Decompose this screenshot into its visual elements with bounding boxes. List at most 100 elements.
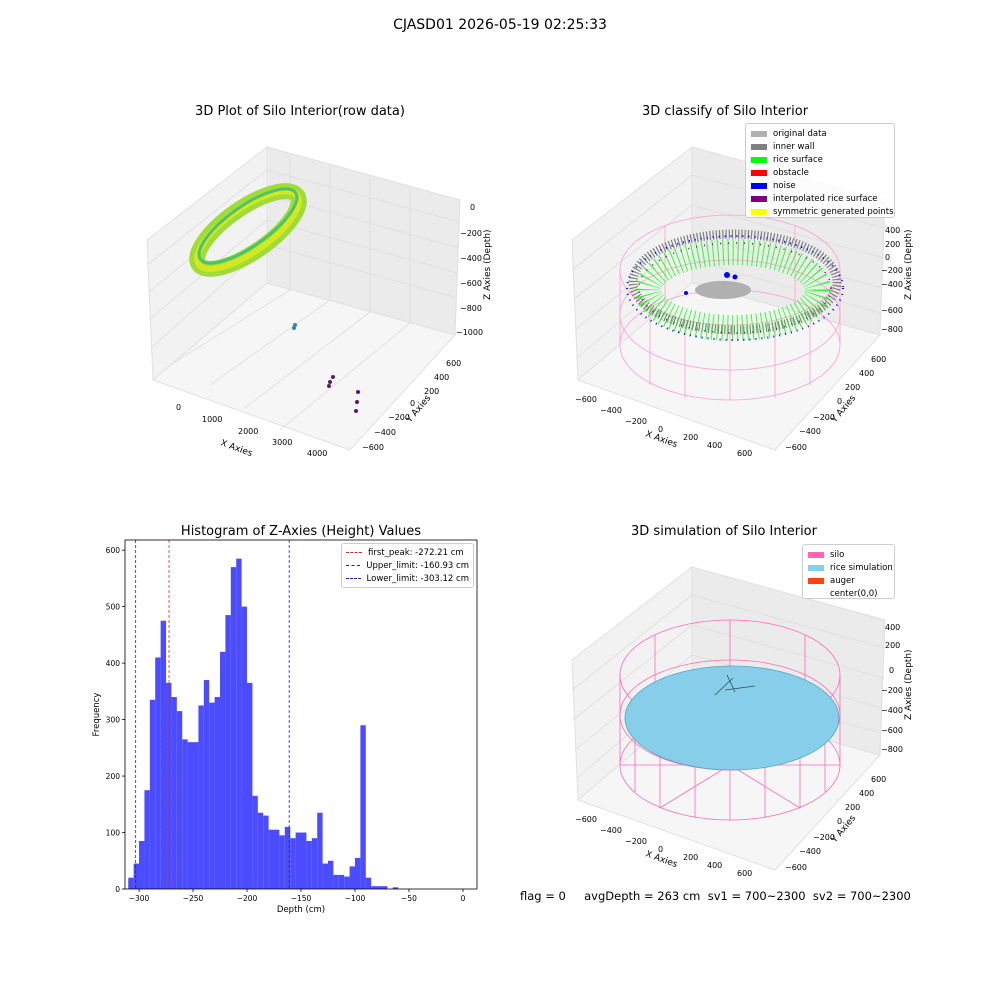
plot4-xtick: 200 bbox=[683, 853, 698, 862]
legend-swatch bbox=[751, 208, 767, 215]
legend-swatch bbox=[751, 156, 767, 163]
plot2-zlabel: Z Axies (Depth) bbox=[904, 229, 914, 300]
plot2-ztick: 200 bbox=[885, 240, 900, 249]
legend-label: center(0,0) bbox=[830, 588, 878, 599]
histogram-chart: −300 −250 −200 −150 −100 −50 0 0 100 200 300 400 50… bbox=[92, 539, 478, 915]
plot1-zlabel: Z Axies (Depth) bbox=[483, 229, 493, 300]
histogram-ylabel: Frequency bbox=[92, 693, 102, 737]
legend-label: obstacle bbox=[773, 167, 809, 178]
legend-label: auger bbox=[830, 575, 855, 586]
legend-item-lower-limit: Lower_limit: -303.12 cm bbox=[346, 572, 469, 585]
plot1-ytick: 400 bbox=[434, 373, 449, 382]
plot2-xtick: 600 bbox=[737, 449, 752, 458]
histogram-bar bbox=[268, 829, 275, 889]
histogram-bar bbox=[295, 832, 301, 889]
plot2-rice-surface bbox=[635, 239, 831, 341]
plot1-xtick: 4000 bbox=[307, 449, 327, 458]
histogram-bar bbox=[149, 699, 156, 889]
plot4-ztick: 0 bbox=[889, 666, 894, 675]
figure-title: CJASD01 2026-05-19 02:25:33 bbox=[393, 17, 607, 33]
histogram-xlabel: Depth (cm) bbox=[277, 905, 325, 915]
plot1-xtick: 3000 bbox=[272, 438, 292, 447]
histogram-bar bbox=[392, 887, 399, 889]
legend-label: rice surface bbox=[773, 154, 823, 165]
plot2-legend: original data inner wall rice surface ob… bbox=[745, 123, 895, 218]
histogram-bar bbox=[203, 680, 210, 889]
histogram-xtick-label: −200 bbox=[237, 894, 258, 903]
plot1-raw-ring bbox=[189, 183, 307, 277]
histogram-bar bbox=[381, 886, 388, 889]
histogram-bar bbox=[349, 866, 355, 889]
plot2-xtick: 400 bbox=[707, 441, 722, 450]
legend-item-silo: silo bbox=[808, 548, 889, 561]
plot2-ytick: 200 bbox=[845, 383, 860, 392]
plot1-ztick: −200 bbox=[460, 229, 482, 238]
histogram-bar bbox=[176, 711, 183, 889]
plot4-3d-axes: −600 −400 −200 0 200 400 600 X Axies 600… bbox=[571, 565, 914, 878]
legend-item-rice-simulation: rice simulation bbox=[808, 561, 893, 574]
histogram-legend: first_peak: -272.21 cm Upper_limit: -160… bbox=[341, 543, 474, 588]
plot2-ztick: −200 bbox=[881, 266, 903, 275]
histogram-bar bbox=[230, 567, 237, 889]
plot1-3d-axes: 0 1000 2000 3000 4000 X Axies 600 400 20… bbox=[146, 145, 493, 459]
histogram-bar bbox=[376, 886, 382, 889]
plot2-3d-axes: −600 −400 −200 0 200 400 600 X Axies 600… bbox=[571, 145, 914, 458]
histogram-bar bbox=[160, 620, 167, 889]
histogram-bar bbox=[360, 725, 366, 889]
plot4-ztick: −600 bbox=[881, 726, 903, 735]
plot1-ylabel: Y Axies bbox=[404, 393, 433, 425]
plot2-silo-wireframe bbox=[619, 214, 841, 401]
histogram-bar bbox=[365, 877, 372, 889]
legend-item-interpolated: interpolated rice surface bbox=[751, 192, 889, 205]
plot1-ytick: −200 bbox=[388, 413, 410, 422]
plot2-xtick: −400 bbox=[600, 406, 622, 415]
histogram-xtick-label: −250 bbox=[183, 894, 204, 903]
histogram-ytick-label: 400 bbox=[106, 659, 121, 668]
plot2-inner-wall bbox=[628, 229, 842, 335]
plot1-xlabel: X Axies bbox=[219, 438, 254, 459]
histogram-bar bbox=[333, 874, 339, 889]
legend-item-first-peak: first_peak: -272.21 cm bbox=[346, 546, 469, 559]
plot2-noise bbox=[626, 235, 844, 341]
legend-label: symmetric generated points bbox=[773, 206, 894, 217]
legend-item-original-data: original data bbox=[751, 127, 889, 140]
histogram-bar bbox=[128, 877, 134, 889]
plot1-ztick: 0 bbox=[470, 203, 475, 212]
legend-label: rice simulation bbox=[830, 562, 893, 573]
histogram-bar bbox=[317, 812, 323, 889]
histogram-bar bbox=[263, 815, 269, 889]
histogram-xtick-label: −100 bbox=[345, 894, 366, 903]
plot1-ytick: −400 bbox=[374, 428, 396, 437]
plot1-x-ticks: 0 1000 2000 3000 4000 bbox=[176, 403, 327, 458]
histogram-bar bbox=[171, 696, 177, 889]
histogram-xtick-label: −150 bbox=[291, 894, 312, 903]
plot1-outlier-points bbox=[292, 323, 360, 413]
plot4-zlabel: Z Axies (Depth) bbox=[904, 649, 914, 720]
histogram-bar bbox=[371, 886, 377, 889]
histogram-bar bbox=[139, 840, 145, 889]
plot2-ylabel: Y Axies bbox=[829, 393, 858, 425]
histogram-ytick-label: 200 bbox=[106, 772, 121, 781]
plot4-x-ticks: −600 −400 −200 0 200 400 600 bbox=[575, 815, 752, 878]
plot2-xtick: −600 bbox=[575, 395, 597, 404]
plot1-ztick: −1000 bbox=[456, 328, 483, 337]
plot4-ztick: −400 bbox=[881, 706, 903, 715]
legend-swatch bbox=[751, 182, 767, 189]
legend-line bbox=[346, 578, 361, 579]
plot4-legend: silo rice simulation auger center(0,0) bbox=[802, 544, 895, 599]
histogram-bar bbox=[155, 657, 161, 889]
legend-label: Lower_limit: -303.12 cm bbox=[366, 573, 469, 584]
histogram-bar bbox=[144, 790, 150, 889]
plot4-ztick: −200 bbox=[881, 686, 903, 695]
plot4-rice-simulation bbox=[624, 665, 840, 771]
plot4-ytick: 600 bbox=[871, 775, 886, 784]
histogram-bar bbox=[322, 863, 328, 889]
plot4-ytick: −400 bbox=[799, 847, 821, 856]
plot2-ytick: 600 bbox=[871, 355, 886, 364]
plot4-ztick: 400 bbox=[885, 623, 900, 632]
status-line: flag = 0 avgDepth = 263 cm sv1 = 700~230… bbox=[520, 889, 911, 903]
plot4-xtick: −400 bbox=[600, 826, 622, 835]
legend-item-inner-wall: inner wall bbox=[751, 140, 889, 153]
histogram-bar bbox=[241, 606, 248, 889]
plot4-ytick: 0 bbox=[837, 817, 842, 826]
